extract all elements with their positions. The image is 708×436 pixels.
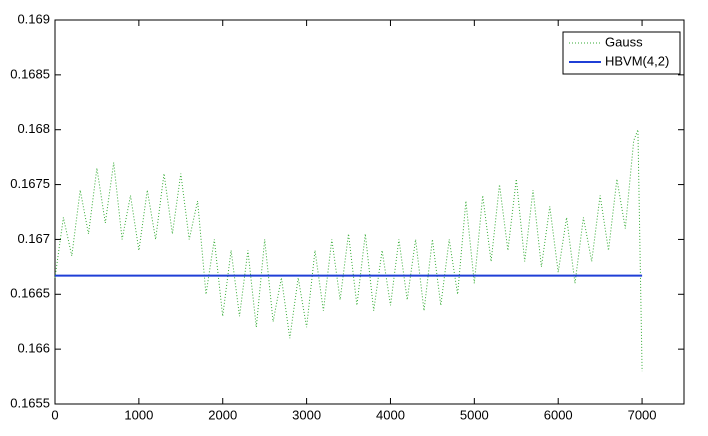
y-tick-label: 0.168 [17, 121, 50, 136]
y-tick-label: 0.1655 [10, 395, 50, 410]
x-tick-label: 4000 [376, 407, 405, 422]
y-tick-label: 0.1665 [10, 286, 50, 301]
x-tick-label: 3000 [292, 407, 321, 422]
y-tick-label: 0.1675 [10, 176, 50, 191]
y-tick-label: 0.166 [17, 341, 50, 356]
plot-area [54, 19, 685, 405]
y-tick-label: 0.167 [17, 231, 50, 246]
legend-box [562, 31, 681, 75]
x-tick-label: 1000 [124, 407, 153, 422]
legend-label: HBVM(4,2) [605, 53, 669, 68]
x-tick-label: 6000 [544, 407, 573, 422]
x-tick-label: 7000 [628, 407, 657, 422]
legend-label: Gauss [605, 34, 643, 49]
x-tick-label: 0 [51, 407, 58, 422]
y-tick-label: 0.1685 [10, 66, 50, 81]
y-tick-label: 0.169 [17, 11, 50, 26]
x-tick-label: 5000 [460, 407, 489, 422]
x-tick-label: 2000 [208, 407, 237, 422]
